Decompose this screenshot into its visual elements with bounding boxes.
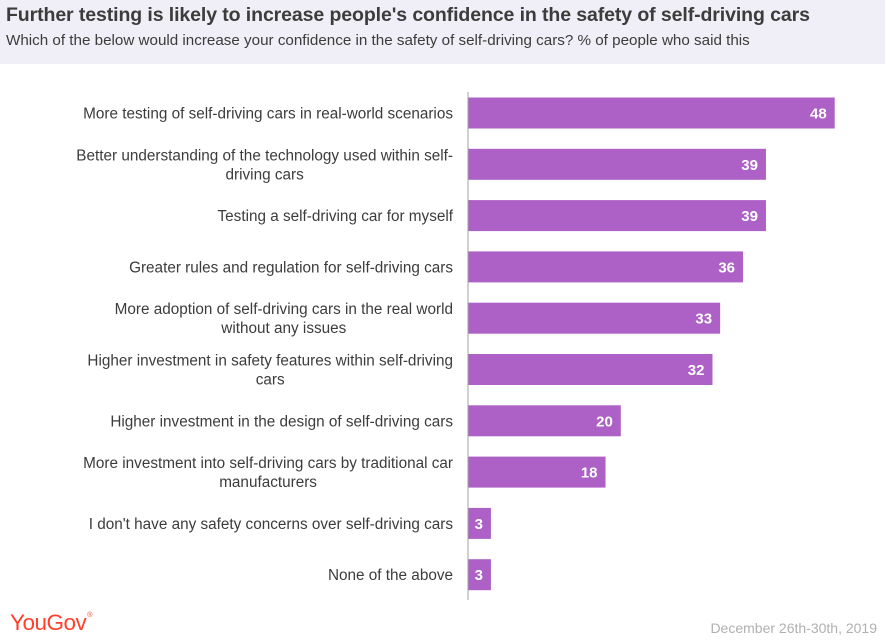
bar-value-label: 33 [695, 311, 712, 328]
category-label: Higher investment in safety features wit… [87, 353, 453, 370]
bar-value-label: 36 [718, 259, 735, 276]
bar-value-label: 39 [741, 157, 758, 174]
bar-value-label: 18 [581, 465, 598, 482]
bar [468, 302, 721, 334]
bar-value-label: 48 [810, 106, 827, 123]
bar [468, 354, 713, 385]
chart-subtitle: Which of the below would increase your c… [6, 32, 750, 49]
survey-date: December 26th-30th, 2019 [710, 620, 877, 636]
bar-value-label: 39 [741, 208, 758, 225]
category-label: Testing a self-driving car for myself [218, 208, 454, 225]
bar-value-label: 20 [596, 413, 613, 430]
category-label: None of the above [328, 567, 453, 584]
bar-value-label: 32 [688, 362, 705, 379]
bar [468, 405, 621, 437]
bar [468, 200, 766, 232]
category-label: More adoption of self-driving cars in th… [115, 301, 453, 318]
category-label: manufacturers [219, 474, 317, 491]
bar [468, 148, 766, 180]
category-label: Greater rules and regulation for self-dr… [129, 259, 453, 276]
header-band: Further testing is likely to increase pe… [0, 0, 885, 64]
category-label: More investment into self-driving cars b… [83, 455, 453, 472]
category-label: Better understanding of the technology u… [76, 147, 453, 164]
category-label: cars [256, 372, 285, 389]
category-label: More testing of self-driving cars in rea… [83, 106, 453, 123]
yougov-logo: YouGov® [10, 610, 92, 636]
bar [468, 507, 491, 539]
bar-value-label: 3 [475, 567, 483, 584]
chart-title: Further testing is likely to increase pe… [6, 4, 810, 26]
category-label: driving cars [226, 166, 305, 183]
bar-value-label: 3 [475, 516, 483, 533]
registered-mark: ® [87, 612, 92, 619]
category-label: without any issues [220, 320, 346, 337]
category-label: Higher investment in the design of self-… [110, 413, 453, 430]
bar [468, 97, 835, 129]
bar [468, 456, 606, 488]
bar [468, 559, 491, 591]
bar [468, 251, 744, 283]
category-label: I don't have any safety concerns over se… [89, 516, 454, 533]
logo-text: YouGov [10, 610, 87, 635]
